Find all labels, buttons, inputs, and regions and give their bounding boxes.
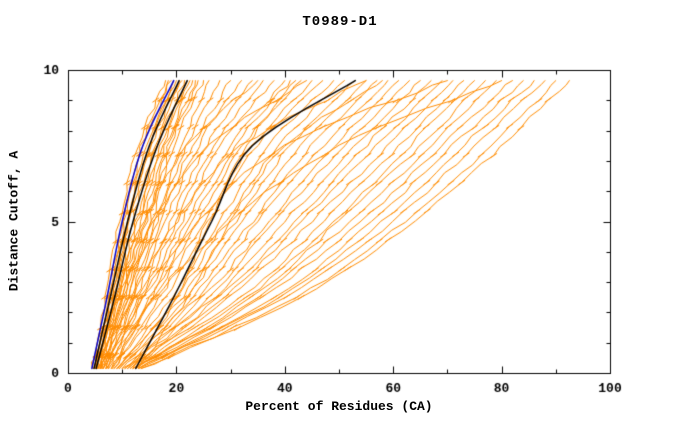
x-axis-label: Percent of Residues (CA) <box>245 399 433 414</box>
y-axis-label: Distance Cutoff, A <box>6 150 22 292</box>
chart-title: T0989-D1 <box>302 14 378 30</box>
